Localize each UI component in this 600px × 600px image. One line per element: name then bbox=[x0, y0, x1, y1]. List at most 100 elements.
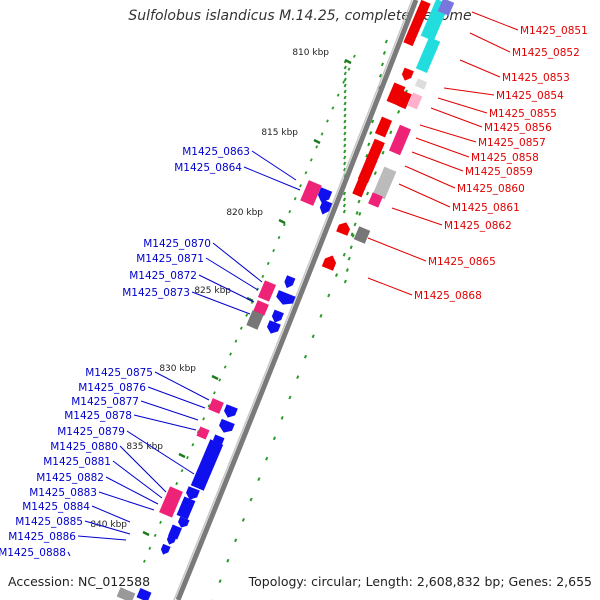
gene-label: M1425_0880 bbox=[50, 441, 118, 453]
label-leader-line bbox=[411, 151, 464, 172]
gc-dot bbox=[282, 222, 286, 227]
gene-feature bbox=[366, 138, 385, 164]
gene-feature bbox=[160, 543, 171, 555]
gene-labels: M1425_0851 M1425_0852 M1425_0853 M1425_0854… bbox=[0, 11, 588, 559]
gene-label: M1425_0881 bbox=[43, 456, 111, 468]
gc-dot bbox=[343, 167, 347, 172]
gc-dot bbox=[212, 391, 216, 395]
gene-label: M1425_0855 bbox=[489, 108, 557, 120]
label-leader-line bbox=[367, 277, 413, 296]
gene-feature bbox=[415, 37, 441, 73]
gc-dot bbox=[373, 171, 377, 175]
gene-feature bbox=[437, 0, 455, 16]
gc-dot bbox=[367, 142, 371, 147]
gc-dot bbox=[343, 155, 347, 160]
gc-dot bbox=[397, 110, 401, 114]
gc-dot bbox=[261, 274, 265, 279]
gc-dot bbox=[343, 71, 347, 76]
gene-feature bbox=[253, 300, 269, 316]
gene-label: M1425_0862 bbox=[444, 220, 512, 232]
gene-feature bbox=[159, 486, 183, 518]
gc-dot bbox=[350, 232, 354, 237]
gc-dot bbox=[148, 546, 152, 550]
gene-label: M1425_0877 bbox=[71, 396, 139, 408]
gc-dot bbox=[320, 132, 324, 136]
gene-label: M1425_0854 bbox=[496, 90, 564, 102]
gc-dot bbox=[343, 101, 347, 106]
gene-feature bbox=[136, 588, 152, 600]
gc-dot bbox=[378, 73, 383, 78]
label-leader-line bbox=[77, 535, 127, 541]
gc-dot bbox=[180, 468, 184, 473]
gene-feature bbox=[401, 67, 414, 81]
label-leader-line bbox=[133, 414, 197, 431]
genome-backbone bbox=[175, 0, 419, 600]
gene-feature bbox=[374, 116, 393, 138]
gene-label: M1425_0885 bbox=[15, 516, 83, 528]
gene-label: M1425_0871 bbox=[136, 253, 204, 265]
gc-dot bbox=[343, 89, 347, 94]
label-leader-line bbox=[437, 97, 488, 114]
gc-dot bbox=[311, 334, 315, 339]
gc-dot bbox=[309, 158, 313, 162]
label-leader-line bbox=[91, 505, 131, 523]
label-leader-line bbox=[398, 183, 451, 208]
gene-feature bbox=[368, 192, 383, 208]
gene-feature bbox=[336, 222, 351, 236]
topology-label: Topology: circular; Length: 2,608,832 bp… bbox=[248, 574, 592, 589]
kbp-tick-mark bbox=[142, 530, 150, 537]
label-leader-line bbox=[84, 520, 131, 535]
kbp-ticks: 810 kbp 815 kbp 820 kbp 825 kbp 830 kbp 835 k… bbox=[90, 48, 352, 537]
gc-dot bbox=[352, 54, 356, 58]
gc-dot bbox=[380, 62, 385, 67]
gene-label: M1425_0863 bbox=[182, 146, 250, 158]
gc-dot bbox=[342, 80, 346, 84]
gene-feature bbox=[386, 82, 406, 106]
gene-feature bbox=[196, 426, 210, 440]
label-leader-line bbox=[471, 11, 519, 31]
gc-dot bbox=[343, 119, 347, 124]
gc-dot bbox=[234, 538, 238, 543]
gene-feature bbox=[372, 166, 397, 200]
label-leader-line bbox=[251, 150, 297, 181]
label-leader-line bbox=[140, 400, 199, 421]
gene-feature bbox=[284, 275, 296, 289]
gene-label: M1425_0865 bbox=[428, 256, 496, 268]
label-leader-line bbox=[191, 291, 251, 315]
gene-label: M1425_0864 bbox=[174, 162, 242, 174]
label-leader-line bbox=[430, 107, 483, 128]
gene-label: M1425_0888 bbox=[0, 547, 66, 559]
gc-dot bbox=[342, 191, 347, 196]
gene-label: M1425_0884 bbox=[22, 501, 90, 513]
gc-dot bbox=[343, 95, 347, 100]
gc-dot bbox=[342, 252, 346, 257]
kbp-tick-mark bbox=[344, 58, 352, 65]
label-leader-line bbox=[443, 87, 495, 96]
gene-feature bbox=[357, 156, 378, 184]
gene-feature bbox=[300, 180, 322, 206]
gene-label: M1425_0882 bbox=[36, 472, 104, 484]
gc-dot bbox=[343, 279, 347, 284]
gc-dot bbox=[186, 456, 189, 460]
gene-feature bbox=[414, 78, 428, 90]
gc-dot bbox=[153, 533, 157, 537]
kbp-tick-label: 825 kbp bbox=[194, 286, 231, 296]
gene-feature bbox=[246, 310, 264, 330]
gc-dot bbox=[239, 326, 243, 330]
gc-dot bbox=[299, 184, 302, 188]
gc-dot bbox=[343, 77, 347, 82]
gc-dot bbox=[272, 436, 276, 441]
gene-label: M1425_0879 bbox=[57, 426, 125, 438]
label-leader-line bbox=[404, 165, 456, 189]
gene-label: M1425_0872 bbox=[129, 270, 197, 282]
label-leader-line bbox=[126, 430, 195, 475]
gc-dot bbox=[343, 161, 347, 166]
gc-dot bbox=[245, 313, 249, 317]
gc-dot bbox=[326, 119, 329, 123]
gene-feature bbox=[219, 418, 235, 433]
gc-dot bbox=[303, 354, 308, 359]
gc-dot bbox=[349, 245, 353, 250]
kbp-tick-mark bbox=[313, 138, 321, 145]
gc-dot bbox=[257, 477, 261, 481]
kbp-tick-label: 820 kbp bbox=[226, 208, 263, 218]
